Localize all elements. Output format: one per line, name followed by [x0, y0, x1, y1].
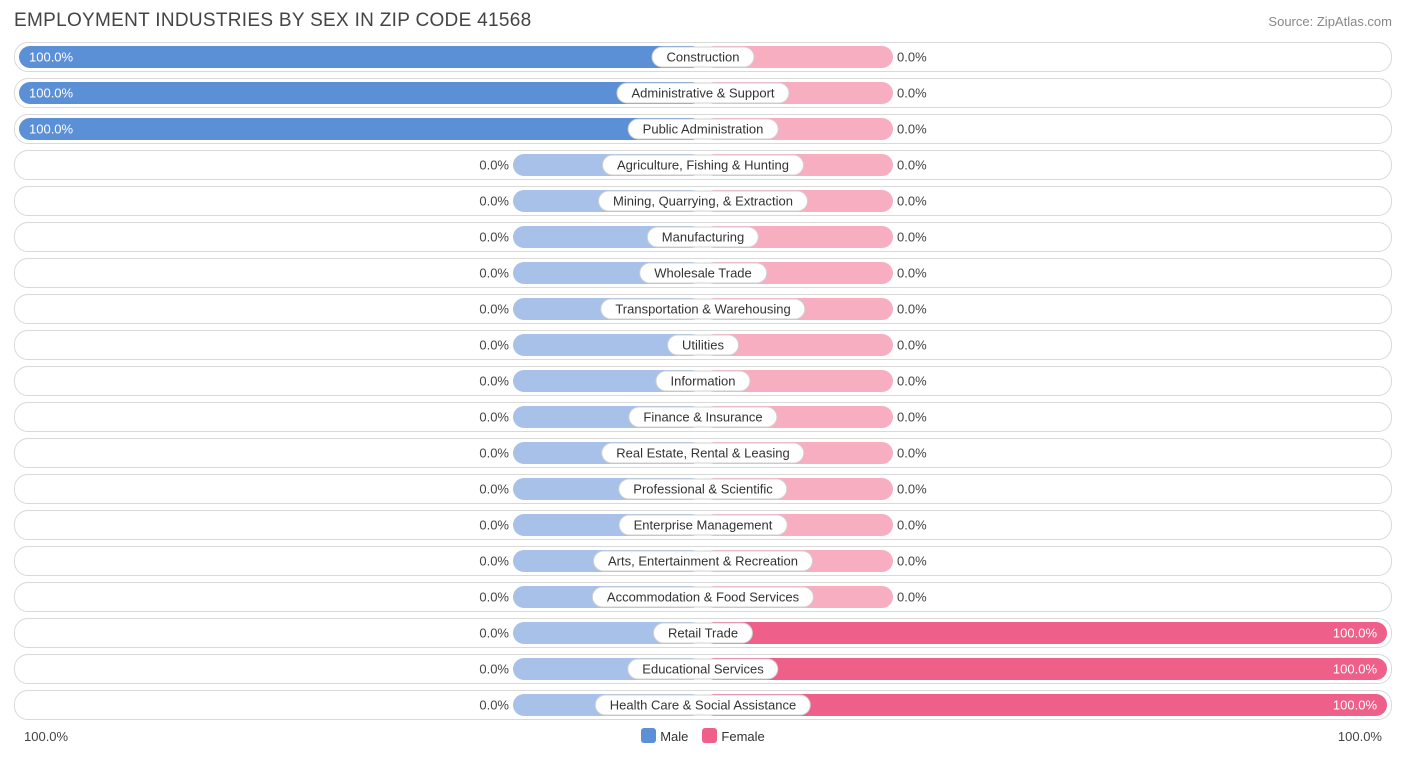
female-value: 0.0% [897, 158, 927, 173]
chart-row: 0.0% 0.0% Agriculture, Fishing & Hunting [14, 150, 1392, 180]
female-value: 0.0% [897, 410, 927, 425]
male-value: 0.0% [479, 302, 509, 317]
female-value: 100.0% [1333, 698, 1377, 713]
legend-male-label: Male [660, 729, 688, 744]
source-name: ZipAtlas.com [1317, 14, 1392, 29]
male-value: 0.0% [479, 230, 509, 245]
chart-title: EMPLOYMENT INDUSTRIES BY SEX IN ZIP CODE… [14, 10, 531, 32]
legend-female: Female [702, 728, 764, 744]
source-prefix: Source: [1268, 14, 1313, 29]
female-value: 0.0% [897, 194, 927, 209]
chart-row: 100.0% 0.0% Public Administration [14, 114, 1392, 144]
male-value: 0.0% [479, 518, 509, 533]
axis-right-label: 100.0% [1338, 729, 1382, 744]
female-value: 0.0% [897, 518, 927, 533]
category-label: Wholesale Trade [639, 263, 767, 284]
chart-row: 0.0% 100.0% Educational Services [14, 654, 1392, 684]
chart-row: 100.0% 0.0% Construction [14, 42, 1392, 72]
male-value: 100.0% [29, 122, 73, 137]
female-value: 0.0% [897, 482, 927, 497]
category-label: Utilities [667, 335, 739, 356]
axis-left-label: 100.0% [24, 729, 68, 744]
female-value: 0.0% [897, 374, 927, 389]
male-value: 0.0% [479, 554, 509, 569]
female-value: 0.0% [897, 302, 927, 317]
chart-row: 100.0% 0.0% Administrative & Support [14, 78, 1392, 108]
chart-axis: 100.0% Male Female 100.0% [14, 726, 1392, 744]
female-value: 0.0% [897, 122, 927, 137]
category-label: Administrative & Support [616, 83, 789, 104]
female-value: 0.0% [897, 86, 927, 101]
category-label: Real Estate, Rental & Leasing [601, 443, 804, 464]
category-label: Manufacturing [647, 227, 759, 248]
male-value: 0.0% [479, 590, 509, 605]
female-bar [703, 658, 1387, 680]
chart-source: Source: ZipAtlas.com [1268, 14, 1392, 29]
diverging-bar-chart: 100.0% 0.0% Construction 100.0% 0.0% Administ… [14, 42, 1392, 720]
category-label: Transportation & Warehousing [600, 299, 805, 320]
category-label: Enterprise Management [619, 515, 788, 536]
female-bar [703, 622, 1387, 644]
category-label: Information [655, 371, 750, 392]
female-value: 0.0% [897, 554, 927, 569]
chart-row: 0.0% 0.0% Mining, Quarrying, & Extraction [14, 186, 1392, 216]
female-value: 0.0% [897, 50, 927, 65]
male-value: 100.0% [29, 50, 73, 65]
male-value: 0.0% [479, 626, 509, 641]
male-value: 0.0% [479, 266, 509, 281]
female-value: 0.0% [897, 446, 927, 461]
category-label: Mining, Quarrying, & Extraction [598, 191, 808, 212]
female-value: 0.0% [897, 590, 927, 605]
male-value: 0.0% [479, 410, 509, 425]
male-value: 0.0% [479, 338, 509, 353]
category-label: Accommodation & Food Services [592, 587, 814, 608]
male-swatch-icon [641, 728, 656, 743]
chart-row: 0.0% 0.0% Information [14, 366, 1392, 396]
chart-row: 0.0% 0.0% Enterprise Management [14, 510, 1392, 540]
female-value: 100.0% [1333, 626, 1377, 641]
chart-row: 0.0% 0.0% Wholesale Trade [14, 258, 1392, 288]
chart-header: EMPLOYMENT INDUSTRIES BY SEX IN ZIP CODE… [14, 10, 1392, 32]
chart-row: 0.0% 0.0% Utilities [14, 330, 1392, 360]
category-label: Public Administration [628, 119, 779, 140]
chart-row: 0.0% 100.0% Health Care & Social Assistanc… [14, 690, 1392, 720]
chart-row: 0.0% 0.0% Accommodation & Food Services [14, 582, 1392, 612]
legend-male: Male [641, 728, 688, 744]
chart-row: 0.0% 0.0% Manufacturing [14, 222, 1392, 252]
male-value: 100.0% [29, 86, 73, 101]
female-swatch-icon [702, 728, 717, 743]
category-label: Educational Services [627, 659, 778, 680]
category-label: Health Care & Social Assistance [595, 695, 811, 716]
category-label: Professional & Scientific [618, 479, 787, 500]
category-label: Construction [652, 47, 755, 68]
female-value: 0.0% [897, 338, 927, 353]
chart-row: 0.0% 0.0% Real Estate, Rental & Leasing [14, 438, 1392, 468]
chart-row: 0.0% 100.0% Retail Trade [14, 618, 1392, 648]
chart-row: 0.0% 0.0% Arts, Entertainment & Recreation [14, 546, 1392, 576]
male-value: 0.0% [479, 158, 509, 173]
male-value: 0.0% [479, 482, 509, 497]
category-label: Retail Trade [653, 623, 753, 644]
male-bar [19, 118, 703, 140]
category-label: Agriculture, Fishing & Hunting [602, 155, 804, 176]
chart-row: 0.0% 0.0% Transportation & Warehousing [14, 294, 1392, 324]
male-value: 0.0% [479, 698, 509, 713]
male-value: 0.0% [479, 194, 509, 209]
chart-legend: Male Female [641, 728, 765, 744]
male-value: 0.0% [479, 446, 509, 461]
category-label: Arts, Entertainment & Recreation [593, 551, 813, 572]
male-bar [19, 82, 703, 104]
chart-row: 0.0% 0.0% Professional & Scientific [14, 474, 1392, 504]
male-bar [19, 46, 703, 68]
male-value: 0.0% [479, 662, 509, 677]
category-label: Finance & Insurance [628, 407, 777, 428]
chart-row: 0.0% 0.0% Finance & Insurance [14, 402, 1392, 432]
male-value: 0.0% [479, 374, 509, 389]
legend-female-label: Female [721, 729, 764, 744]
female-value: 0.0% [897, 230, 927, 245]
female-value: 100.0% [1333, 662, 1377, 677]
female-value: 0.0% [897, 266, 927, 281]
